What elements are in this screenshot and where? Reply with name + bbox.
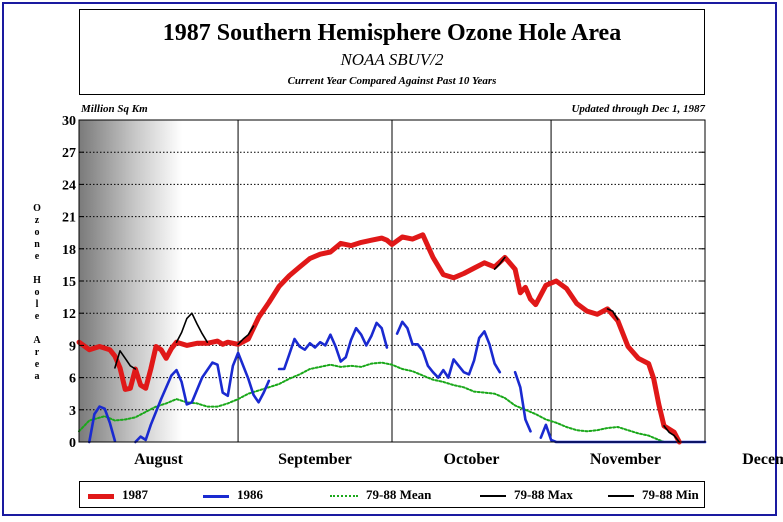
y-axis-label-letter: l — [35, 299, 39, 310]
legend-label: 1987 — [122, 487, 148, 502]
chart-title: 1987 Southern Hemisphere Ozone Hole Area — [162, 20, 622, 46]
legend-swatch — [203, 494, 229, 498]
y-tick-label: 21 — [62, 211, 76, 226]
y-axis-label-letter: z — [34, 215, 40, 226]
legend-label: 1986 — [237, 487, 263, 502]
y-tick-label: 12 — [62, 307, 76, 322]
y-axis-label-letter: r — [34, 347, 40, 358]
chart-subtitle-secondary: Current Year Compared Against Past 10 Ye… — [287, 75, 497, 87]
series-1987-line — [76, 232, 682, 445]
y-axis-label-letter: o — [34, 287, 40, 298]
chart-frame — [2, 2, 777, 516]
x-month-label: October — [444, 451, 500, 468]
series-79-88-mean-line — [78, 361, 665, 443]
y-tick-label: 24 — [62, 178, 76, 193]
legend-swatch — [608, 495, 634, 498]
y-tick-label: 18 — [62, 243, 76, 258]
y-axis-label-letter: a — [34, 371, 40, 382]
y-tick-label: 6 — [69, 372, 76, 387]
y-tick-label: 9 — [69, 339, 76, 354]
legend-swatch — [330, 495, 358, 498]
y-axis-label-letter: A — [33, 335, 41, 346]
series-1986-line — [277, 321, 389, 371]
legend: 1987 1986 79-88 Mean 79-88 Max 79-88 Min — [79, 481, 705, 508]
legend-item: 79-88 Mean — [330, 487, 431, 503]
legend-label: 79-88 Min — [642, 487, 699, 502]
y-axis-label-letter: e — [34, 359, 40, 370]
y-tick-label: 3 — [69, 404, 76, 419]
y-tick-label: 0 — [69, 436, 76, 451]
y-axis-label-letter: O — [33, 203, 41, 214]
series-79-88-max-line — [493, 256, 506, 271]
y-tick-label: 30 — [62, 114, 76, 129]
y-axis-label-letter: e — [34, 311, 40, 322]
legend-swatch — [88, 493, 114, 499]
legend-item: 1986 — [203, 487, 263, 503]
y-tick-label: 15 — [62, 275, 76, 290]
x-month-label: November — [590, 451, 661, 468]
legend-item: 1987 — [88, 487, 148, 503]
updated-label: Updated through Dec 1, 1987 — [571, 103, 705, 115]
legend-item: 79-88 Min — [608, 487, 699, 503]
series-1986-line — [395, 320, 502, 379]
series-79-88-max-line — [237, 325, 255, 346]
legend-label: 79-88 Max — [514, 487, 573, 502]
legend-swatch — [480, 495, 506, 498]
unit-label: Million Sq Km — [81, 103, 148, 115]
y-axis-label-letter: H — [33, 275, 41, 286]
series-79-88-max-line — [114, 349, 137, 370]
y-tick-label: 27 — [62, 146, 76, 161]
legend-item: 79-88 Max — [480, 487, 573, 503]
x-month-label: December — [742, 451, 783, 468]
series-1986-line — [134, 351, 271, 444]
y-axis-label-letter: o — [34, 227, 40, 238]
legend-label: 79-88 Mean — [366, 487, 432, 502]
series-1986-line — [88, 405, 117, 444]
x-month-label: August — [134, 451, 184, 468]
series-1986-line — [513, 370, 532, 433]
title-box: 1987 Southern Hemisphere Ozone Hole Area… — [79, 9, 705, 95]
series-79-88-max-line — [175, 312, 209, 344]
y-axis-label-letter: n — [34, 239, 40, 250]
chart-subtitle: NOAA SBUV/2 — [340, 50, 444, 69]
series-79-88-max-line — [606, 308, 619, 321]
y-axis-label-letter: e — [34, 251, 40, 262]
series-79-88-max-line — [663, 425, 681, 443]
x-month-label: September — [278, 451, 352, 468]
